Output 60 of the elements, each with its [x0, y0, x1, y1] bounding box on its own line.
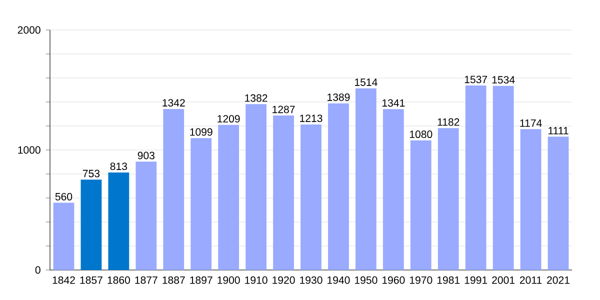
data-label: 1080 [410, 130, 432, 138]
bar [492, 86, 514, 270]
data-label: 1287 [272, 106, 295, 114]
bar [163, 108, 184, 270]
x-tick-label: 1900 [218, 276, 240, 284]
x-tick-label: 1910 [245, 276, 268, 284]
bar [438, 128, 459, 270]
bar [190, 138, 212, 270]
bar [136, 162, 157, 270]
data-label: 1341 [382, 99, 405, 107]
bar [382, 109, 404, 270]
data-label: 1099 [190, 128, 212, 136]
bar [300, 124, 322, 270]
x-tick-label: 1897 [190, 276, 212, 284]
x-tick-label: 1950 [355, 276, 378, 284]
bar [410, 140, 432, 270]
data-label: 813 [110, 162, 128, 170]
bar [246, 104, 266, 270]
data-label: 1534 [492, 76, 515, 84]
data-label: 1209 [218, 115, 240, 123]
data-label: 1111 [548, 127, 568, 134]
x-tick-label: 1887 [162, 276, 185, 284]
x-tick-label: 1970 [410, 276, 432, 284]
x-tick-label: 1920 [272, 276, 295, 284]
x-tick-label: 1981 [437, 276, 460, 284]
data-label: 1514 [355, 78, 378, 86]
x-tick-label: 2001 [492, 276, 515, 284]
bar [328, 103, 349, 270]
x-tick-label: 1960 [382, 276, 405, 284]
data-label: 1213 [300, 114, 322, 122]
data-label: 1342 [162, 99, 185, 107]
x-tick-label: 1877 [135, 276, 158, 284]
data-label: 1174 [520, 119, 542, 127]
x-tick-label: 1842 [52, 276, 75, 284]
x-tick-label: 2021 [547, 276, 570, 284]
x-tick-label: 2011 [520, 276, 542, 284]
data-label: 1182 [438, 118, 460, 126]
data-label: 1389 [328, 93, 350, 101]
x-tick-label: 1991 [464, 276, 488, 284]
x-tick-label: 1860 [108, 276, 130, 284]
y-tick-label: 2000 [18, 26, 40, 34]
data-label: 1537 [464, 76, 488, 84]
x-tick-label: 1857 [80, 276, 102, 284]
data-label: 1382 [245, 94, 268, 102]
data-label: 753 [82, 170, 100, 178]
x-tick-label: 1930 [300, 276, 322, 284]
bar [520, 129, 542, 270]
bar [548, 136, 569, 270]
bar [465, 86, 486, 270]
bar [53, 202, 74, 270]
data-label: 903 [138, 152, 154, 160]
y-tick-label: 0 [35, 266, 40, 274]
x-tick-label: 1940 [328, 276, 350, 284]
data-label: 560 [55, 192, 72, 200]
bar [108, 172, 130, 270]
bar [80, 180, 102, 270]
bar [273, 116, 294, 270]
bar [356, 88, 376, 270]
y-tick-label: 1000 [18, 146, 40, 154]
bar [218, 124, 240, 270]
